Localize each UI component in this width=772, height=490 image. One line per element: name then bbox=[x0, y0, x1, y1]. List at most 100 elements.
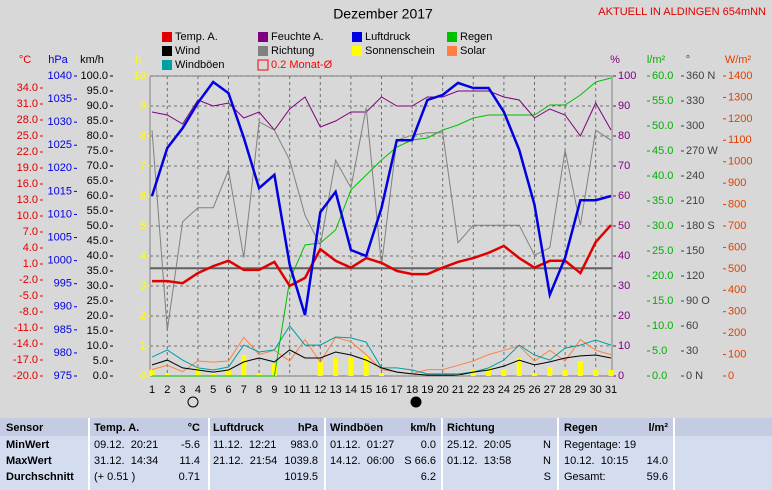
y-tick-label: 0 bbox=[618, 370, 624, 382]
axis-unit: ° bbox=[686, 54, 690, 66]
x-tick-label: 1 bbox=[149, 384, 155, 396]
table-cell: 25.12. 20:05 bbox=[447, 439, 511, 451]
table-cell: Durchschnitt bbox=[6, 471, 74, 483]
y-tick-label: 900 bbox=[728, 177, 746, 189]
table-cell: 6.2 bbox=[421, 471, 436, 483]
sun-bar bbox=[164, 373, 170, 376]
series-line bbox=[151, 90, 612, 137]
y-tick-label: 1.0 bbox=[23, 258, 38, 270]
y-tick-label: 1200 bbox=[728, 113, 752, 125]
y-tick-label: 0 bbox=[728, 370, 734, 382]
y-tick-label: 30 bbox=[618, 280, 630, 292]
y-tick-label: 980 bbox=[54, 347, 72, 359]
y-tick-label: 55.0 bbox=[87, 205, 108, 217]
x-tick-label: 2 bbox=[164, 384, 170, 396]
x-tick-label: 21 bbox=[452, 384, 464, 396]
table-cell: 21.12. 21:54 bbox=[213, 455, 277, 467]
y-tick-label: 22.0 bbox=[17, 146, 38, 158]
y-tick-label: 31.0 bbox=[17, 98, 38, 110]
table-cell: 0.0 bbox=[421, 439, 436, 451]
table-cell: 11.4 bbox=[179, 455, 200, 467]
table-header-bg bbox=[0, 418, 772, 436]
y-tick-label: 95.0 bbox=[87, 85, 108, 97]
x-tick-label: 10 bbox=[284, 384, 296, 396]
x-tick-label: 19 bbox=[421, 384, 433, 396]
y-tick-label: 120 bbox=[686, 270, 704, 282]
y-tick-label: 90.0 bbox=[87, 100, 108, 112]
x-tick-label: 26 bbox=[528, 384, 540, 396]
y-tick-label: 6 bbox=[140, 190, 146, 202]
y-tick-label: 60.0 bbox=[652, 70, 673, 82]
y-tick-label: 985 bbox=[54, 324, 72, 336]
moon-phase bbox=[410, 396, 422, 408]
table-cell: 09.12. 20:21 bbox=[94, 439, 158, 451]
table-cell: Luftdruck bbox=[213, 422, 265, 434]
sun-bar bbox=[608, 370, 614, 376]
y-tick-label: 40.0 bbox=[652, 170, 673, 182]
legend-label: Wind bbox=[175, 45, 200, 57]
y-tick-label: 270 W bbox=[686, 145, 718, 157]
y-tick-label: 10 bbox=[134, 70, 146, 82]
y-tick-label: 995 bbox=[54, 278, 72, 290]
legend-swatch bbox=[162, 46, 172, 56]
y-tick-label: 1010 bbox=[48, 208, 72, 220]
axis-unit: W/m² bbox=[725, 54, 752, 66]
y-tick-label: -11.0 bbox=[14, 322, 38, 334]
legend-label: Temp. A. bbox=[175, 31, 218, 43]
y-tick-label: 975 bbox=[54, 370, 72, 382]
y-tick-label: 7 bbox=[140, 160, 146, 172]
y-tick-label: 1000 bbox=[48, 255, 72, 267]
y-tick-label: 2 bbox=[140, 310, 146, 322]
y-tick-label: 30.0 bbox=[652, 220, 673, 232]
table-cell: N bbox=[543, 439, 551, 451]
table-cell: 11.12. 12:21 bbox=[213, 439, 276, 451]
axis-unit: h bbox=[135, 54, 141, 66]
table-cell: Windböen bbox=[330, 422, 383, 434]
y-tick-label: 90 bbox=[618, 100, 630, 112]
legend-swatch bbox=[352, 46, 362, 56]
y-tick-label: 25.0 bbox=[17, 130, 38, 142]
y-tick-label: 40.0 bbox=[87, 250, 108, 262]
moon-phase bbox=[187, 396, 199, 408]
y-tick-label: 5 bbox=[140, 220, 146, 232]
x-tick-label: 8 bbox=[256, 384, 262, 396]
sun-bar bbox=[455, 373, 461, 376]
x-tick-label: 25 bbox=[513, 384, 525, 396]
sun-bar bbox=[532, 373, 537, 376]
table-cell: Richtung bbox=[447, 422, 495, 434]
y-tick-label: 30 bbox=[686, 345, 698, 357]
legend-label: Regen bbox=[460, 31, 492, 43]
y-tick-label: 8 bbox=[140, 130, 146, 142]
x-tick-label: 13 bbox=[329, 384, 341, 396]
y-tick-label: 19.0 bbox=[17, 162, 38, 174]
y-tick-label: 0 bbox=[140, 370, 146, 382]
y-tick-label: 30.0 bbox=[87, 280, 108, 292]
y-tick-label: -5.0 bbox=[19, 290, 38, 302]
axis-unit: hPa bbox=[48, 54, 68, 66]
table-cell: MinWert bbox=[6, 439, 50, 451]
x-tick-label: 15 bbox=[360, 384, 372, 396]
y-tick-label: 1 bbox=[140, 340, 146, 352]
y-tick-label: 300 bbox=[686, 120, 704, 132]
table-cell: (+ 0.51 ) bbox=[94, 471, 135, 483]
y-tick-label: 28.0 bbox=[17, 114, 38, 126]
sun-bar bbox=[241, 355, 247, 376]
table-cell: 14.0 bbox=[647, 455, 668, 467]
x-tick-label: 30 bbox=[590, 384, 602, 396]
x-tick-label: 24 bbox=[498, 384, 510, 396]
y-tick-label: 85.0 bbox=[87, 115, 108, 127]
x-tick-label: 7 bbox=[241, 384, 247, 396]
series-line bbox=[152, 77, 612, 377]
y-tick-label: 1020 bbox=[48, 162, 72, 174]
y-tick-label: 50.0 bbox=[652, 120, 673, 132]
sun-bar bbox=[348, 358, 354, 376]
y-tick-label: 90 O bbox=[686, 295, 710, 307]
axis-unit: km/h bbox=[80, 54, 104, 66]
y-tick-label: 55.0 bbox=[652, 95, 673, 107]
x-tick-label: 18 bbox=[406, 384, 418, 396]
x-tick-label: 5 bbox=[210, 384, 216, 396]
legend-label: Feuchte A. bbox=[271, 31, 324, 43]
x-tick-label: 6 bbox=[225, 384, 231, 396]
y-tick-label: 70 bbox=[618, 160, 630, 172]
y-tick-label: 80.0 bbox=[87, 130, 108, 142]
